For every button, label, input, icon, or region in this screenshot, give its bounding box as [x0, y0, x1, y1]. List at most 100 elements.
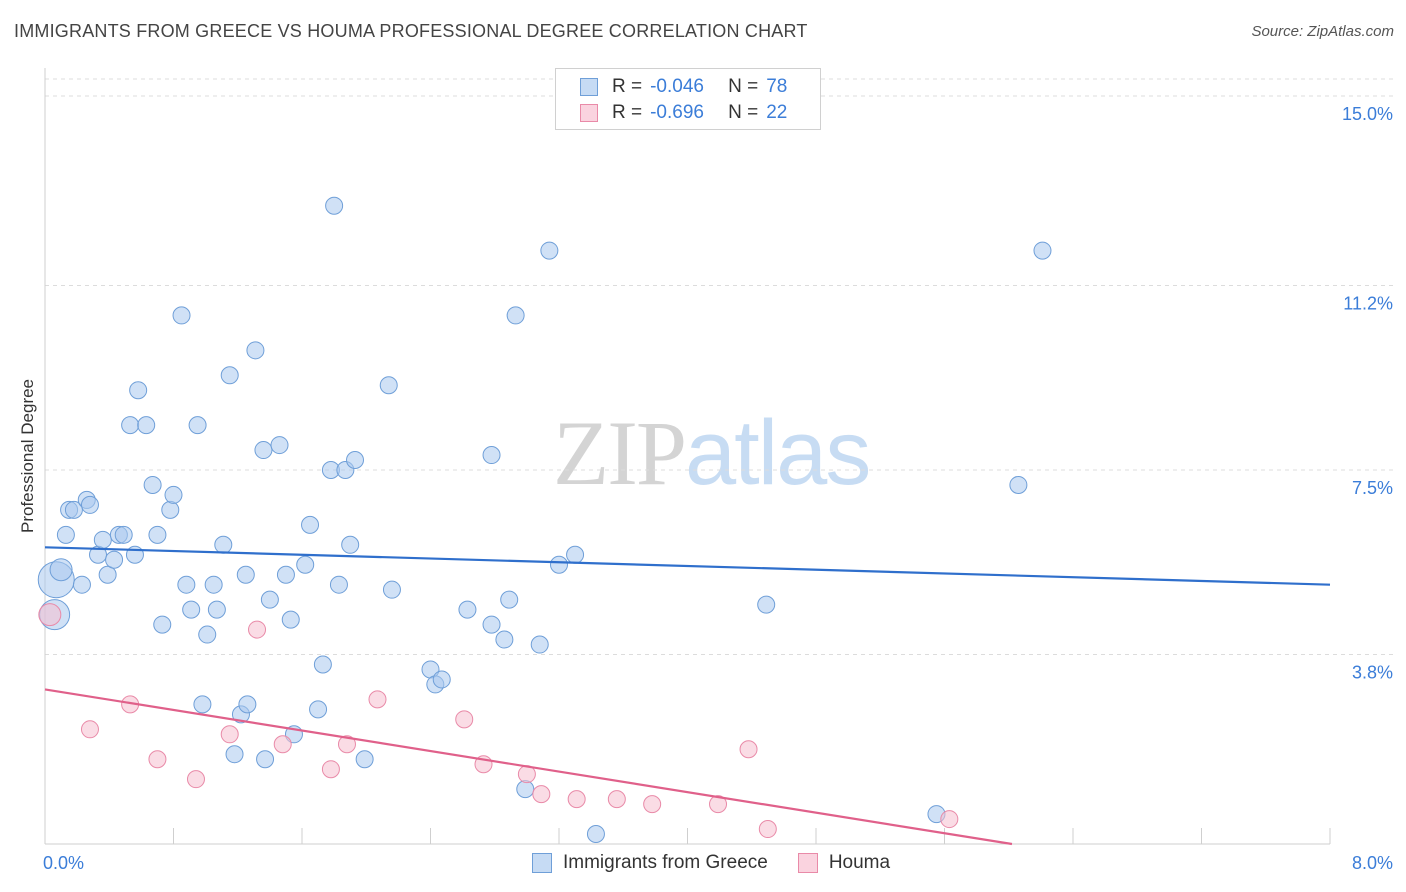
data-point-greece: [182, 600, 201, 619]
data-point-houma: [940, 810, 959, 829]
legend-item-greece[interactable]: Immigrants from Greece: [532, 852, 768, 874]
data-point-houma: [321, 760, 340, 779]
data-point-greece: [143, 475, 162, 494]
data-point-greece: [64, 500, 83, 519]
data-point-greece: [161, 500, 180, 519]
legend-swatch-houma: [797, 853, 818, 873]
data-point-greece: [296, 555, 315, 574]
data-point-greece: [98, 565, 117, 584]
data-point-houma: [455, 710, 474, 729]
data-point-greece: [276, 565, 295, 584]
data-point-greece: [270, 436, 289, 455]
data-point-greece: [482, 446, 501, 465]
data-point-houma: [186, 770, 205, 789]
legend-n-label: N =: [728, 102, 759, 123]
data-point-greece: [188, 416, 207, 435]
data-point-greece: [458, 600, 477, 619]
data-point-houma: [368, 690, 387, 709]
y-tick-label: 11.2%: [1343, 293, 1393, 313]
data-point-greece: [482, 615, 501, 634]
data-point-greece: [137, 416, 156, 435]
chart-title: IMMIGRANTS FROM GREECE VS HOUMA PROFESSI…: [14, 21, 808, 41]
watermark: ZIPatlas: [553, 400, 871, 506]
data-point-greece: [56, 525, 75, 544]
data-point-greece: [379, 376, 398, 395]
data-point-greece: [301, 515, 320, 534]
data-point-greece: [256, 750, 275, 769]
data-point-greece: [121, 416, 140, 435]
data-point-greece: [500, 590, 519, 609]
legend-swatch-houma: [580, 104, 598, 122]
data-point-greece: [757, 595, 776, 614]
data-point-greece: [204, 575, 223, 594]
y-axis-label: Professional Degree: [18, 378, 37, 534]
data-point-greece: [225, 745, 244, 764]
data-point-greece: [566, 545, 585, 564]
legend-r-label: R =: [612, 76, 643, 97]
data-point-houma: [709, 795, 728, 814]
data-point-greece: [49, 558, 73, 582]
data-point-greece: [114, 525, 133, 544]
data-point-greece: [313, 655, 332, 674]
y-tick-label: 7.5%: [1352, 478, 1393, 498]
legend-label-houma: Houma: [828, 852, 891, 873]
data-point-greece: [329, 575, 348, 594]
data-point-greece: [530, 635, 549, 654]
legend-n-label: N =: [728, 76, 759, 97]
data-point-greece: [516, 780, 535, 799]
data-point-greece: [309, 700, 328, 719]
data-point-houma: [220, 725, 239, 744]
data-point-houma: [337, 735, 356, 754]
source-label: Source: ZipAtlas.com: [1251, 23, 1394, 40]
data-point-greece: [341, 535, 360, 554]
data-point-greece: [172, 306, 191, 325]
data-point-greece: [382, 580, 401, 599]
data-point-houma: [38, 603, 62, 627]
data-point-greece: [220, 366, 239, 385]
data-point-greece: [495, 630, 514, 649]
watermark-zip: ZIP: [553, 402, 687, 504]
data-point-greece: [586, 825, 605, 844]
data-point-greece: [1009, 475, 1028, 494]
data-point-houma: [148, 750, 167, 769]
legend-n-value: 78: [766, 76, 788, 97]
watermark-atlas: atlas: [685, 402, 871, 504]
legend-r-value: -0.696: [650, 102, 704, 123]
data-point-greece: [540, 241, 559, 260]
data-point-houma: [643, 795, 662, 814]
data-point-greece: [238, 695, 257, 714]
data-point-greece: [1033, 241, 1052, 260]
data-point-greece: [129, 381, 148, 400]
data-point-houma: [273, 735, 292, 754]
legend-label-greece: Immigrants from Greece: [563, 852, 768, 873]
data-point-greece: [177, 575, 196, 594]
data-point-greece: [506, 306, 525, 325]
data-point-greece: [246, 341, 265, 360]
data-point-greece: [80, 495, 99, 514]
data-point-greece: [432, 670, 451, 689]
data-point-greece: [355, 750, 374, 769]
data-point-houma: [758, 820, 777, 839]
data-point-greece: [105, 550, 124, 569]
data-point-greece: [207, 600, 226, 619]
x-tick-label: 0.0%: [43, 853, 84, 873]
data-point-greece: [214, 535, 233, 554]
data-point-greece: [254, 441, 273, 460]
data-point-houma: [248, 620, 267, 639]
data-point-greece: [260, 590, 279, 609]
legend-n-value: 22: [766, 102, 788, 123]
data-point-greece: [93, 530, 112, 549]
data-point-greece: [148, 525, 167, 544]
x-tick-label: 8.0%: [1352, 853, 1393, 873]
data-point-greece: [236, 565, 255, 584]
legend-item-houma[interactable]: Houma: [797, 852, 891, 874]
data-point-greece: [164, 485, 183, 504]
legend-row-greece: R = -0.046 N = 78: [580, 74, 787, 100]
legend-row-houma: R = -0.696 N = 22: [580, 100, 787, 126]
data-point-houma: [567, 790, 586, 809]
data-point-greece: [153, 615, 172, 634]
stats-legend: R = -0.046 N = 78 R = -0.696 N = 22: [555, 68, 821, 130]
data-point-houma: [80, 720, 99, 739]
data-point-houma: [739, 740, 758, 759]
